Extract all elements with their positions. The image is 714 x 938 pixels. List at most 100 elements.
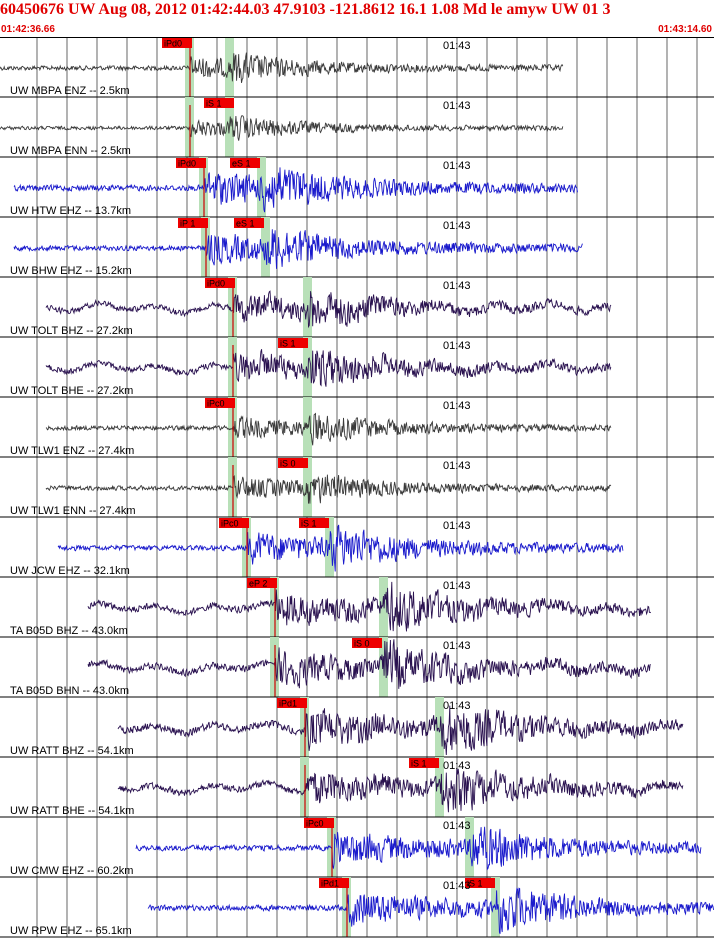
pick-label: iS 0: [278, 458, 308, 469]
waveform: [135, 826, 702, 871]
pick-label: iPc0: [304, 818, 334, 829]
station-label: UW TLW1 ENZ -- 27.4km: [10, 445, 134, 457]
pick-box: [465, 878, 495, 888]
waveform: [45, 412, 612, 446]
pick-box: [409, 758, 439, 768]
station-label: UW TLW1 ENN -- 27.4km: [10, 505, 136, 517]
minute-label: 01:43: [443, 880, 471, 892]
pick-text: iPc0: [221, 519, 239, 529]
waveform: [0, 115, 564, 141]
station-label: UW MBPA ENN -- 2.5km: [10, 145, 131, 157]
pick-box: [352, 638, 382, 648]
waveform: [57, 524, 624, 572]
event-header: 60450676 UW Aug 08, 2012 01:42:44.03 47.…: [0, 0, 714, 37]
minute-label: 01:43: [443, 100, 471, 112]
station-label: UW JCW EHZ -- 32.1km: [10, 565, 130, 577]
pick-label: iS 1: [299, 518, 329, 529]
minute-label: 01:43: [443, 700, 471, 712]
station-label: UW TOLT BHE -- 27.2km: [10, 385, 133, 397]
pick-text: iS 1: [411, 759, 427, 769]
minute-label: 01:43: [443, 220, 471, 232]
trace-row: iS 1 01:43 UW TOLT BHE -- 27.2km: [0, 337, 714, 398]
trace-row: iPd0 01:43 UW MBPA ENZ -- 2.5km: [0, 37, 714, 98]
pick-label: iS 0: [352, 638, 382, 649]
trace-row: iPc0 iS 1 01:43 UW JCW EHZ -- 32.1km: [0, 517, 714, 578]
minute-label: 01:43: [443, 760, 471, 772]
pick-label: iP 1: [178, 218, 208, 229]
pick-label: eP 2: [247, 578, 277, 589]
pick-box: [278, 338, 308, 348]
waveform: [13, 229, 583, 269]
pick-text: iS 1: [467, 879, 483, 889]
station-label: UW MBPA ENZ -- 2.5km: [10, 85, 130, 97]
pick-box: [230, 158, 260, 168]
pick-text: eP 2: [249, 579, 267, 589]
pick-label: iS 1: [465, 878, 495, 889]
pick-label: iPc0: [219, 518, 249, 529]
pick-box: [277, 698, 307, 708]
waveform: [87, 581, 652, 632]
pick-label: eS 1: [234, 218, 264, 229]
pick-box: [176, 158, 206, 168]
pick-band: [435, 697, 444, 757]
pick-box: [319, 878, 349, 888]
minute-label: 01:43: [443, 280, 471, 292]
minute-label: 01:43: [443, 580, 471, 592]
trace-row: iS 0 01:43 UW TLW1 ENN -- 27.4km: [0, 457, 714, 518]
minute-label: 01:43: [443, 400, 471, 412]
trace-row: iPd0 eS 1 01:43 UW HTW EHZ -- 13.7km: [0, 157, 714, 218]
pick-text: iS 1: [206, 99, 222, 109]
station-label: TA B05D BHN -- 43.0km: [10, 685, 129, 697]
pick-text: iS 1: [301, 519, 317, 529]
pick-box: [219, 518, 249, 528]
station-label: UW RATT BHE -- 54.1km: [10, 805, 134, 817]
pick-band: [303, 337, 312, 397]
minute-label: 01:43: [443, 340, 471, 352]
pick-box: [178, 218, 208, 228]
pick-label: iPd0: [176, 158, 206, 169]
trace-row: iPd1 iS 101:43 UW RPW EHZ -- 65.1km: [0, 877, 714, 938]
pick-box: [278, 458, 308, 468]
station-label: TA B05D BHZ -- 43.0km: [10, 625, 128, 637]
trace-row: iS 1 01:43 UW RATT BHE -- 54.1km: [0, 757, 714, 818]
minute-label: 01:43: [443, 640, 471, 652]
pick-box: [205, 278, 235, 288]
waveform: [147, 887, 714, 934]
pick-box: [304, 818, 334, 828]
pick-text: iPd1: [279, 699, 297, 709]
waveform: [117, 705, 684, 756]
trace-row: iPd1 01:43 UW RATT BHZ -- 54.1km: [0, 697, 714, 758]
pick-band: [465, 817, 474, 877]
waveform: [45, 290, 612, 329]
pick-label: iPd1: [277, 698, 307, 709]
waveform: [117, 768, 684, 813]
waveform: [87, 639, 651, 689]
waveform: [45, 349, 612, 387]
pick-label: iS 1: [409, 758, 439, 769]
pick-box: [204, 98, 234, 108]
pick-text: eS 1: [232, 159, 251, 169]
pick-text: eS 1: [236, 219, 255, 229]
waveform: [45, 474, 612, 504]
station-label: UW HTW EHZ -- 13.7km: [10, 205, 131, 217]
pick-text: iS 0: [354, 639, 370, 649]
minute-label: 01:43: [443, 40, 471, 52]
pick-label: eS 1: [230, 158, 260, 169]
pick-label: iPd1: [319, 878, 349, 889]
pick-box: [234, 218, 264, 228]
trace-row: iP 1 eS 1 01:43 UW BHW EHZ -- 15.2km: [0, 217, 714, 278]
station-label: UW CMW EHZ -- 60.2km: [10, 865, 133, 877]
station-label: UW BHW EHZ -- 15.2km: [10, 265, 132, 277]
end-time: 01:43:14.60: [658, 24, 712, 35]
trace-row: iS 0 01:43 TA B05D BHN -- 43.0km: [0, 637, 714, 698]
pick-box: [205, 398, 235, 408]
waveform: [0, 52, 564, 83]
pick-box: [299, 518, 329, 528]
pick-text: iPc0: [306, 819, 324, 829]
pick-label: iS 1: [204, 98, 234, 109]
pick-label: iPd0: [205, 278, 235, 289]
pick-text: iP 1: [180, 219, 195, 229]
minute-label: 01:43: [443, 160, 471, 172]
trace-row: iPc0 01:43 UW TLW1 ENZ -- 27.4km: [0, 397, 714, 458]
